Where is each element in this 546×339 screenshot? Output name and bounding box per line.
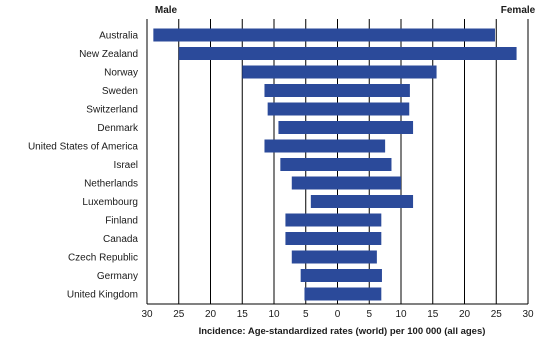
x-tick-label: 5	[366, 309, 372, 320]
bar-new-zealand	[178, 47, 517, 60]
bar-finland	[285, 213, 382, 227]
bar-norway	[242, 65, 437, 79]
x-tick-label: 10	[268, 309, 280, 320]
x-tick-label: 25	[173, 309, 185, 320]
x-tick-label: 25	[491, 309, 503, 320]
x-tick-label: 15	[427, 309, 439, 320]
bar-canada	[285, 232, 382, 245]
bars	[153, 28, 517, 301]
bar-germany	[300, 269, 382, 282]
bar-united-kingdom	[304, 287, 382, 301]
country-label: Israel	[114, 160, 138, 171]
x-tick-label: 15	[237, 309, 249, 320]
country-labels: Australia New Zealand Norway Sweden Switzerl…	[28, 31, 139, 301]
male-side-label: Male	[155, 5, 178, 16]
female-side-label: Female	[501, 5, 536, 16]
x-tick-label: 10	[395, 309, 407, 320]
country-label: Sweden	[102, 86, 138, 97]
country-label: Finland	[105, 216, 138, 227]
x-tick-label: 20	[205, 309, 217, 320]
country-label: New Zealand	[79, 49, 138, 60]
country-label: Luxembourg	[82, 197, 138, 208]
x-tick-label: 0	[335, 309, 341, 320]
country-label: United Kingdom	[67, 290, 138, 301]
country-label: United States of America	[28, 142, 138, 153]
country-label: Netherlands	[84, 179, 138, 190]
x-tick-label: 5	[303, 309, 309, 320]
tick-labels: 30 25 20 15 10 5 0 5 10 15 20 25 30	[141, 309, 534, 320]
country-label: Norway	[104, 68, 138, 79]
country-label: Australia	[99, 31, 138, 42]
x-tick-label: 30	[141, 309, 153, 320]
x-tick-label: 20	[459, 309, 471, 320]
bar-australia	[153, 28, 495, 42]
bar-united-states-of-america	[264, 139, 386, 153]
x-tick-label: 30	[522, 309, 534, 320]
country-label: Czech Republic	[68, 253, 138, 264]
bar-switzerland	[267, 102, 410, 116]
bar-netherlands	[291, 176, 401, 190]
x-axis-title: Incidence: Age-standardized rates (world…	[199, 326, 486, 337]
bar-israel	[280, 158, 392, 171]
country-label: Denmark	[97, 123, 139, 134]
country-label: Germany	[97, 271, 138, 282]
country-label: Switzerland	[86, 105, 138, 116]
bar-sweden	[264, 84, 410, 97]
bar-czech-republic	[291, 250, 377, 264]
bar-luxembourg	[310, 195, 414, 208]
bar-denmark	[278, 121, 414, 134]
country-label: Canada	[103, 234, 138, 245]
